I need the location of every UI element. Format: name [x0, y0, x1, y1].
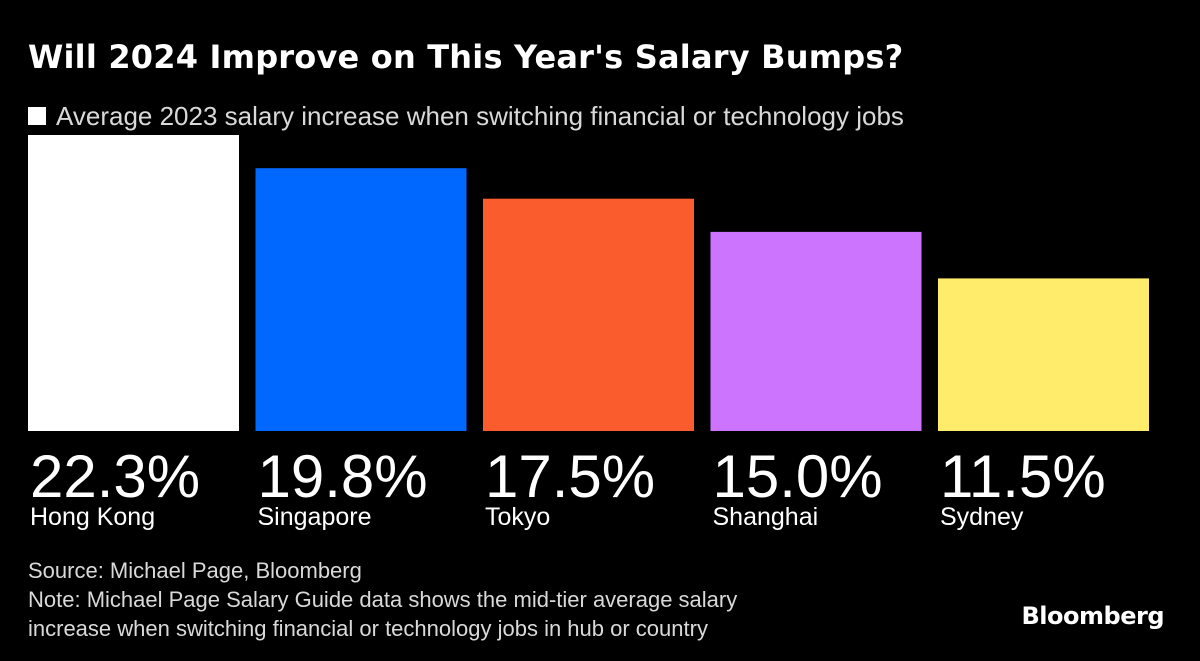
source-line: Source: Michael Page, Bloomberg: [28, 558, 362, 583]
legend-label: Average 2023 salary increase when switch…: [56, 100, 904, 131]
value-label: 19.8%: [258, 443, 428, 510]
category-label: Shanghai: [713, 503, 819, 531]
category-label: Tokyo: [485, 503, 550, 531]
value-label: 11.5%: [940, 443, 1106, 510]
footnote: Source: Michael Page, Bloomberg Note: Mi…: [28, 556, 737, 643]
legend: Average 2023 salary increase when switch…: [28, 101, 904, 131]
bar-shanghai: [710, 231, 922, 431]
bloomberg-logo: Bloomberg: [1021, 602, 1165, 630]
bar-singapore: [255, 168, 467, 431]
value-label: 15.0%: [713, 443, 883, 510]
bar-hong-kong: [28, 135, 239, 431]
note-line-1: Note: Michael Page Salary Guide data sho…: [28, 587, 738, 612]
value-label: 17.5%: [485, 443, 655, 510]
bar-sydney: [938, 278, 1149, 431]
bar-tokyo: [483, 198, 694, 431]
chart-title: Will 2024 Improve on This Year's Salary …: [28, 38, 904, 76]
category-label: Sydney: [940, 503, 1024, 531]
legend-swatch: [28, 107, 46, 125]
value-label: 22.3%: [30, 443, 200, 510]
category-label: Hong Kong: [30, 503, 155, 531]
category-label: Singapore: [258, 503, 372, 531]
note-line-2: increase when switching financial or tec…: [28, 616, 708, 641]
